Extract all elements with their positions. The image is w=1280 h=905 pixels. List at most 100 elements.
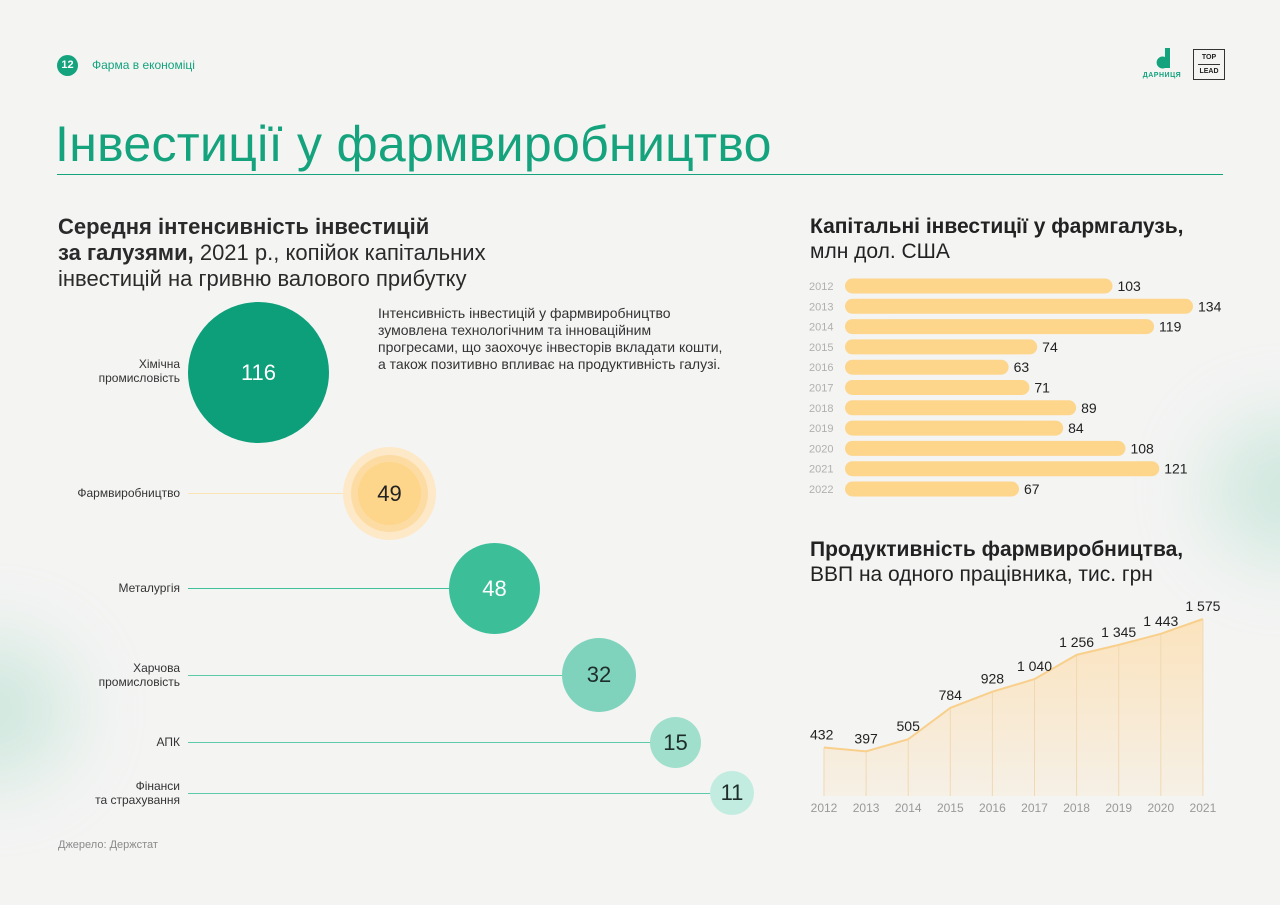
bubble-finance: 11 (710, 771, 754, 815)
capex-chart-title-bold: Капітальні інвестиції у фармгалузь, (810, 215, 1184, 238)
source-note: Джерело: Держстат (58, 839, 158, 851)
bar-year-label-2017: 2017 (809, 383, 833, 395)
area-value-label-2021: 1 575 (1185, 598, 1220, 614)
bubble-label-agro-line1: АПК (156, 735, 180, 749)
darnytsia-logo: ДАРНИЦЯ (1140, 48, 1184, 82)
page-number-badge: 12 (57, 55, 78, 76)
capex-bar-chart: 2012 103 2013 134 2014 119 2015 74 2016 63 2017 71 2… (809, 278, 1222, 497)
bar-year-label-2019: 2019 (809, 423, 833, 435)
bubble-label-chemical-line1: Хімічна (138, 357, 180, 371)
bubble-label-metallurgy: Металургія (118, 581, 180, 595)
bubble-pharma: 49 (358, 462, 421, 525)
bar-value-label-2016: 63 (1014, 359, 1030, 375)
bubble-label-pharma-line1: Фармвиробництво (77, 486, 180, 500)
bar-value-label-2013: 134 (1198, 298, 1222, 314)
bubble-pharma-ring: 49 (351, 455, 428, 532)
bubble-label-agro: АПК (157, 735, 180, 749)
bar-year-label-2022: 2022 (809, 484, 833, 496)
area-year-label-2017: 2017 (1021, 801, 1048, 815)
bubble-line-agro (188, 742, 663, 743)
bar-value-label-2019: 84 (1068, 420, 1084, 436)
page-title: Інвестиції у фармвиробництво (55, 116, 772, 172)
area-line (823, 618, 1204, 753)
bar-year-label-2020: 2020 (809, 443, 833, 455)
toplead-logo-line2: LEAD (1199, 68, 1219, 75)
bar-2016 (845, 359, 1009, 375)
productivity-chart-title: Продуктивність фармвиробництва, ВВП на о… (810, 537, 1183, 587)
capex-chart-title-rest: млн дол. США (810, 240, 950, 263)
area-year-label-2019: 2019 (1105, 801, 1132, 815)
bar-value-label-2012: 103 (1117, 278, 1141, 294)
bubble-pharma-halo: 49 (343, 447, 436, 540)
bubble-label-finance-line2: та страхування (95, 793, 180, 807)
area-value-label-2020: 1 443 (1143, 613, 1178, 629)
intensity-heading-bold-1: Середня інтенсивність інвестицій (58, 214, 430, 239)
bar-2019 (845, 420, 1064, 436)
capex-chart-title: Капітальні інвестиції у фармгалузь, млн … (810, 214, 1183, 264)
section-label: Фарма в економіці (92, 58, 195, 72)
toplead-logo: TOP LEAD (1193, 49, 1225, 80)
title-divider (57, 174, 1223, 175)
bubble-value-agro: 15 (663, 729, 688, 755)
bar-2021 (845, 461, 1160, 477)
area-year-label-2016: 2016 (979, 801, 1006, 815)
bubble-line-finance (188, 793, 723, 794)
darnytsia-logo-text: ДАРНИЦЯ (1142, 72, 1182, 79)
bubble-label-food-line2: промисловість (98, 675, 180, 689)
toplead-logo-line1: TOP (1198, 53, 1220, 65)
bar-2015 (845, 339, 1038, 355)
bubble-label-chemical: Хімічна промисловість (99, 357, 180, 385)
bar-year-label-2012: 2012 (809, 281, 833, 293)
decor-glow-left (0, 640, 70, 780)
bubble-label-finance: Фінанси та страхування (95, 779, 180, 807)
bubble-value-chemical: 116 (240, 359, 277, 385)
bar-2012 (845, 278, 1113, 294)
bar-2018 (845, 400, 1077, 416)
intensity-heading-rest-1: 2021 р., копійок капітальних (193, 240, 486, 265)
bar-2014 (845, 319, 1155, 335)
area-year-label-2021: 2021 (1190, 801, 1217, 815)
area-value-label-2015: 784 (939, 687, 963, 703)
bar-year-label-2014: 2014 (809, 322, 833, 334)
darnytsia-logo-icon (1156, 48, 1170, 69)
productivity-chart-title-bold: Продуктивність фармвиробництва, (810, 538, 1184, 561)
bubble-label-chemical-line2: промисловість (98, 371, 180, 385)
bar-value-label-2020: 108 (1130, 440, 1154, 456)
bar-value-label-2021: 121 (1164, 461, 1188, 477)
bar-value-label-2017: 71 (1034, 380, 1050, 396)
bubble-label-metallurgy-line1: Металургія (118, 581, 180, 595)
area-year-label-2012: 2012 (811, 801, 838, 815)
bubble-value-metallurgy: 48 (482, 575, 507, 601)
area-fill (824, 619, 1203, 796)
bar-year-label-2013: 2013 (809, 301, 833, 313)
bubble-value-food: 32 (586, 662, 612, 687)
area-year-label-2018: 2018 (1063, 801, 1090, 815)
area-value-label-2012: 432 (810, 726, 834, 742)
bar-2017 (845, 380, 1030, 395)
intensity-heading: Середня інтенсивність інвестицій за галу… (58, 214, 578, 292)
bubble-label-food-line1: Харчова (133, 661, 180, 675)
area-year-label-2013: 2013 (853, 801, 880, 815)
bubble-value-pharma: 49 (377, 480, 402, 506)
area-year-label-2014: 2014 (895, 801, 922, 815)
area-year-label-2015: 2015 (937, 801, 964, 815)
area-value-label-2018: 1 256 (1059, 634, 1094, 650)
bubble-value-finance: 11 (720, 780, 744, 805)
bar-2013 (845, 298, 1193, 314)
intensity-heading-rest-2: інвестицій на гривню валового прибутку (58, 266, 467, 291)
area-value-label-2013: 397 (854, 730, 878, 746)
productivity-chart-title-rest: ВВП на одного працівника, тис. грн (810, 563, 1153, 586)
bubble-line-metallurgy (188, 588, 450, 589)
bubble-food: 32 (562, 638, 636, 712)
bar-value-label-2018: 89 (1081, 400, 1097, 416)
bubble-label-finance-line1: Фінанси (135, 779, 180, 793)
bar-2020 (845, 440, 1126, 456)
bar-year-label-2016: 2016 (809, 362, 833, 374)
bar-year-label-2021: 2021 (809, 464, 833, 476)
bubble-label-food: Харчова промисловість (99, 661, 180, 689)
bubble-chemical: 116 (188, 302, 329, 443)
bubble-line-food (188, 675, 564, 676)
bubble-label-pharma: Фармвиробництво (77, 486, 180, 500)
area-value-label-2017: 1 040 (1017, 658, 1052, 674)
bar-year-label-2015: 2015 (809, 342, 833, 354)
